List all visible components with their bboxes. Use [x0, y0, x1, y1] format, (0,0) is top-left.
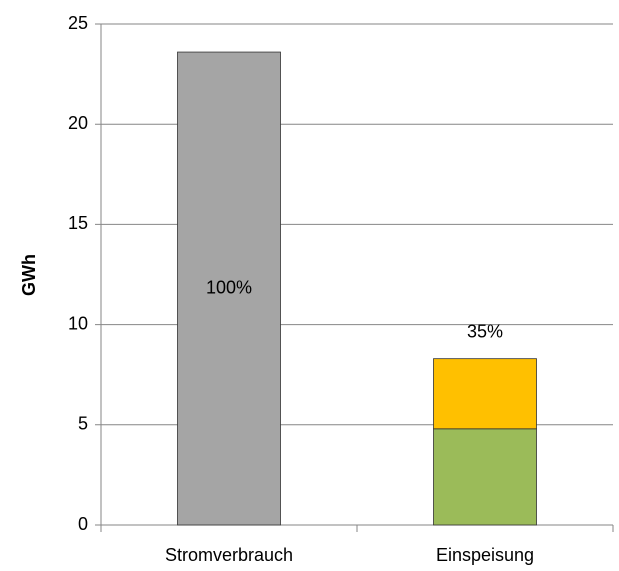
y-tick-label: 25: [68, 13, 88, 33]
annotation: 35%: [467, 321, 503, 341]
annotation: 100%: [206, 277, 252, 297]
y-tick-label: 0: [78, 514, 88, 534]
y-tick-label: 20: [68, 113, 88, 133]
bar-segment: [433, 358, 537, 430]
x-tick-label: Stromverbrauch: [165, 545, 293, 565]
y-tick-label: 5: [78, 414, 88, 434]
y-tick-label: 10: [68, 313, 88, 333]
x-tick-label: Einspeisung: [436, 545, 534, 565]
y-tick-label: 15: [68, 213, 88, 233]
bar-segment: [433, 428, 537, 526]
bar-segment: [177, 51, 281, 526]
y-axis-label: GWh: [19, 254, 39, 296]
